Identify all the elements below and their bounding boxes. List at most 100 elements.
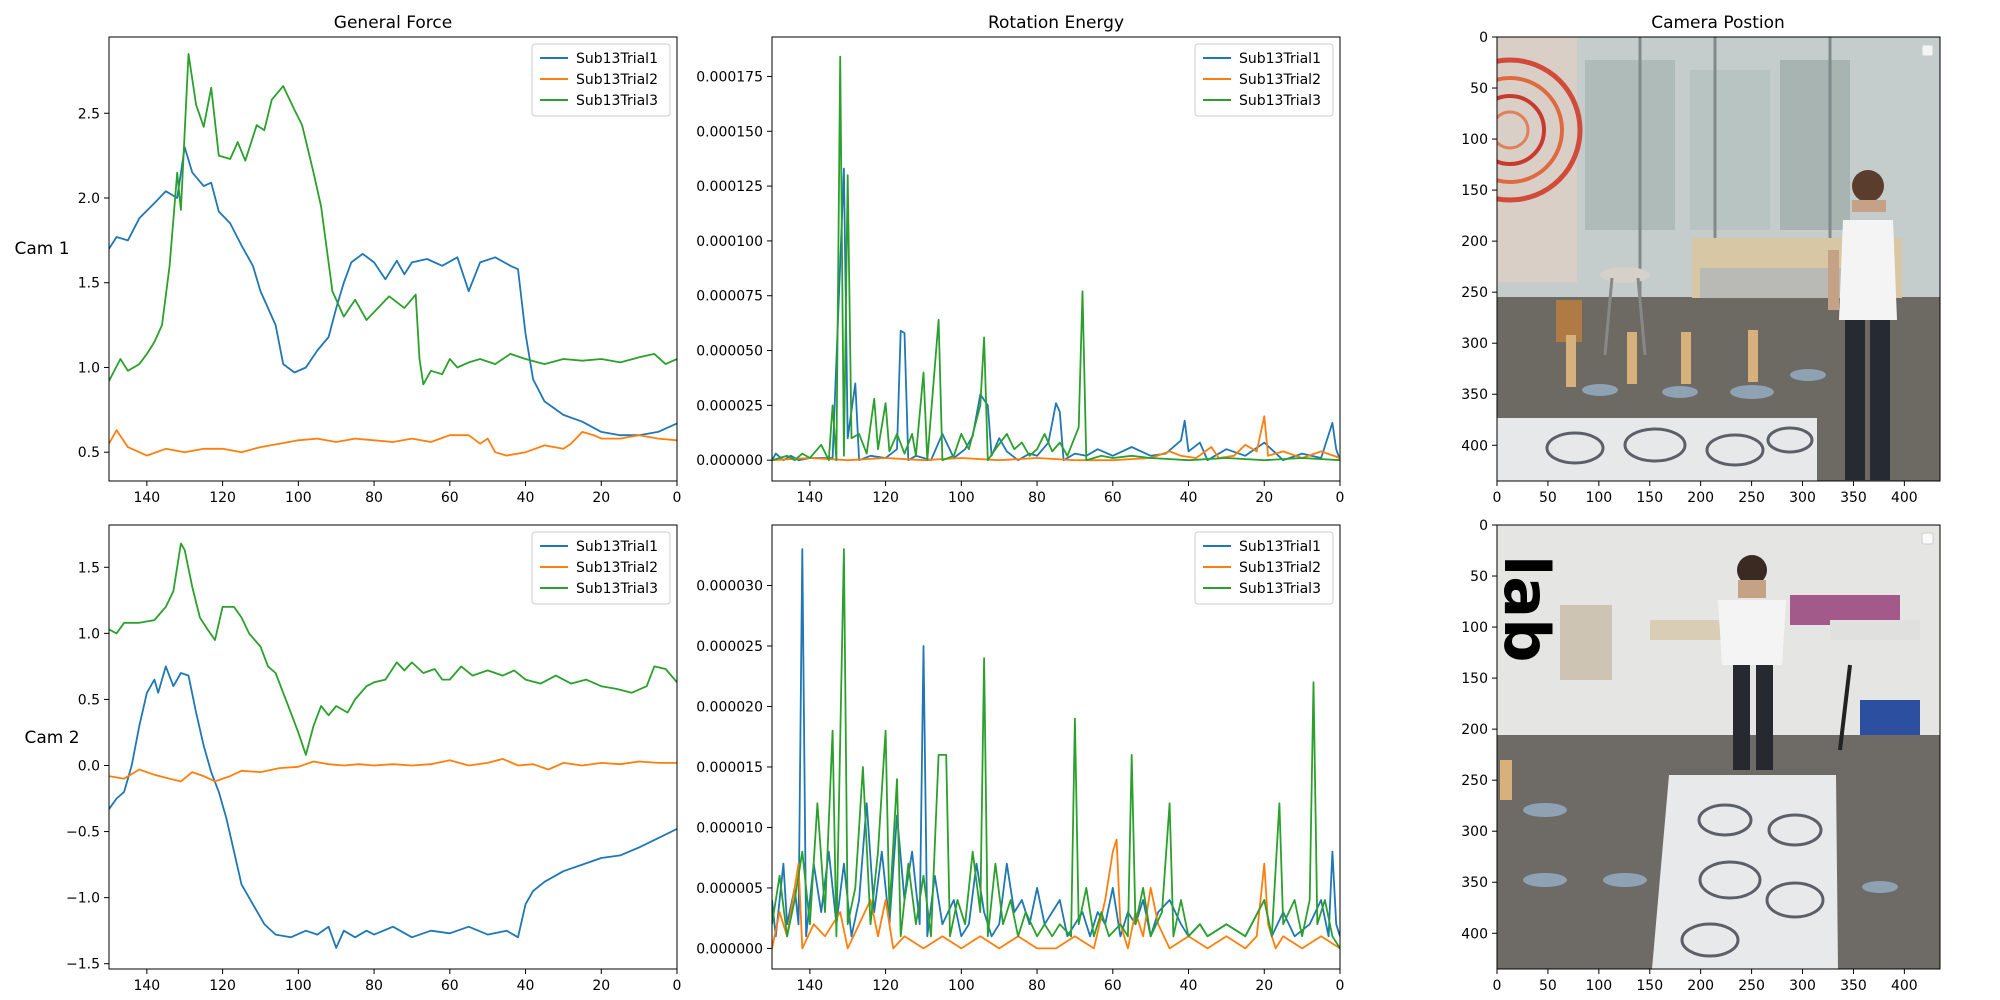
legend-box — [531, 43, 671, 117]
y-tick-label: 200 — [1461, 234, 1488, 250]
camera-frame-cam1 — [1497, 37, 1940, 481]
legend-label: Sub13Trial3 — [1239, 93, 1321, 109]
series-line-sub13trial2 — [772, 415, 1340, 462]
y-tick-label: 150 — [1461, 183, 1488, 199]
y-tick-label: 300 — [1461, 336, 1488, 352]
plot-cam1-camera-position: 0 50 100 150 200 250 300 350 400 0 50 100 150 200 250 3… — [1461, 30, 1941, 506]
series-line-sub13trial3 — [772, 55, 1340, 462]
y-tick-label: 0.5 — [78, 445, 100, 461]
plot-cam2-rotation-energy: 140 120 100 80 60 40 20 0 0.000000 0.000005 0.0000… — [696, 524, 1345, 994]
x-tick-label: 100 — [1585, 490, 1612, 506]
row-label-cam1: Cam 1 — [14, 239, 69, 259]
title-camera-position: Camera Postion — [1651, 13, 1785, 33]
x-tick-label: 400 — [1891, 490, 1918, 506]
x-tick-label: 250 — [1738, 490, 1765, 506]
axes-frame — [771, 524, 1341, 970]
axes-frame — [108, 36, 678, 482]
row-label-cam2: Cam 2 — [24, 728, 79, 748]
y-tick-label: 150 — [1461, 671, 1488, 687]
series-lines — [772, 548, 1340, 950]
legend-box — [1194, 531, 1334, 605]
x-tick-label: 400 — [1891, 978, 1918, 994]
x-tick-label: 120 — [209, 490, 236, 506]
x-tick-label: 50 — [1539, 490, 1557, 506]
legend-label: Sub13Trial1 — [1239, 51, 1321, 67]
y-tick-label: −1.5 — [66, 957, 100, 973]
y-tick-label: 50 — [1470, 81, 1488, 97]
x-tick-label: 40 — [1180, 978, 1198, 994]
x-tick-label: 50 — [1539, 978, 1557, 994]
series-line-sub13trial3 — [109, 53, 677, 386]
x-tick-label: 140 — [796, 490, 823, 506]
y-tick-label: 0.000000 — [696, 941, 763, 957]
x-tick-label: 0 — [1493, 490, 1502, 506]
legend: Sub13Trial1 Sub13Trial2 Sub13Trial3 — [1194, 43, 1334, 117]
y-tick-label: 0.000015 — [696, 760, 763, 776]
x-tick-label: 20 — [1255, 490, 1273, 506]
legend-box — [1194, 43, 1334, 117]
y-tick-label: 250 — [1461, 285, 1488, 301]
x-tick-label: 100 — [948, 490, 975, 506]
x-tick-label: 250 — [1738, 978, 1765, 994]
y-tick-label: 350 — [1461, 875, 1488, 891]
x-tick-label: 40 — [1180, 490, 1198, 506]
x-tick-label: 80 — [1028, 490, 1046, 506]
x-tick-label: 120 — [209, 978, 236, 994]
x-tick-label: 350 — [1840, 490, 1867, 506]
legend-label: Sub13Trial1 — [576, 539, 658, 555]
camera-frame-cam2: lab — [1490, 525, 1940, 969]
y-tick-label: 1.5 — [78, 276, 100, 292]
y-tick-label: 0.000175 — [696, 69, 763, 85]
x-tick-label: 300 — [1789, 490, 1816, 506]
x-tick-label: 150 — [1636, 978, 1663, 994]
y-tick-label: 0.000100 — [696, 234, 763, 250]
plot-cam1-general-force: 140 120 100 80 60 40 20 0 0.5 1.0 1.5 2.0 2.5 Sub13Tr… — [78, 36, 682, 506]
series-line-sub13trial2 — [109, 429, 677, 457]
x-tick-label: 350 — [1840, 978, 1867, 994]
legend-label: Sub13Trial3 — [576, 581, 658, 597]
x-tick-label: 40 — [517, 490, 535, 506]
y-tick-label: 300 — [1461, 824, 1488, 840]
plot-cam1-rotation-energy: 140 120 100 80 60 40 20 0 0.000000 0.000025 0.0000… — [696, 36, 1344, 506]
axes-frame — [1496, 524, 1941, 970]
svg-text:lab: lab — [1490, 555, 1563, 662]
y-tick-label: 250 — [1461, 773, 1488, 789]
legend: Sub13Trial1 Sub13Trial2 Sub13Trial3 — [531, 43, 671, 117]
y-tick-label: 100 — [1461, 620, 1488, 636]
title-rotation-energy: Rotation Energy — [988, 13, 1124, 33]
y-tick-label: 0.000010 — [696, 820, 763, 836]
series-line-sub13trial3 — [109, 542, 677, 756]
series-lines — [772, 55, 1340, 462]
y-tick-label: 0.000075 — [696, 289, 763, 305]
y-tick-label: 0.000030 — [696, 578, 763, 594]
y-tick-label: 350 — [1461, 387, 1488, 403]
axes-frame — [1496, 36, 1941, 482]
x-tick-label: 140 — [133, 490, 160, 506]
plot-cam2-camera-position: 0 50 100 150 200 250 300 350 400 0 50 100 150 200 250 3… — [1461, 518, 1941, 994]
x-tick-label: 0 — [673, 490, 682, 506]
legend-label: Sub13Trial1 — [1239, 539, 1321, 555]
x-tick-label: 60 — [441, 978, 459, 994]
legend-label: Sub13Trial2 — [1239, 560, 1321, 576]
y-tick-label: 0 — [1479, 30, 1488, 46]
legend-box — [531, 531, 671, 605]
x-tick-label: 60 — [1104, 978, 1122, 994]
y-tick-label: 0.000125 — [696, 179, 763, 195]
legend-label: Sub13Trial3 — [576, 93, 658, 109]
y-tick-label: 1.0 — [78, 360, 100, 376]
y-tick-label: 400 — [1461, 926, 1488, 942]
axes-frame — [108, 524, 678, 970]
x-tick-label: 20 — [592, 490, 610, 506]
y-tick-label: 0.000025 — [696, 398, 763, 414]
x-tick-label: 140 — [133, 978, 160, 994]
x-tick-label: 0 — [1336, 978, 1345, 994]
x-tick-label: 60 — [441, 490, 459, 506]
title-general-force: General Force — [334, 13, 452, 33]
x-tick-label: 40 — [517, 978, 535, 994]
y-tick-label: 0.000020 — [696, 699, 763, 715]
y-tick-label: 100 — [1461, 132, 1488, 148]
series-lines — [109, 53, 677, 457]
x-tick-label: 150 — [1636, 490, 1663, 506]
y-tick-label: 0.5 — [78, 692, 100, 708]
